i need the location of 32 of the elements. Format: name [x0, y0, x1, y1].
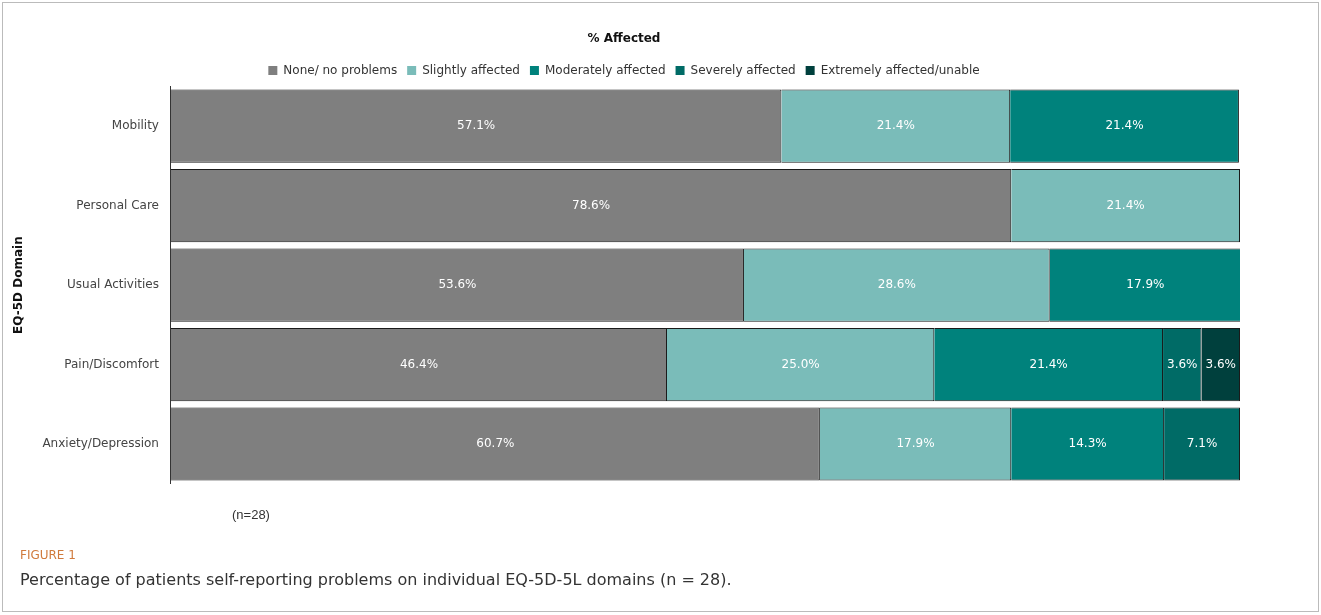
data-label: 3.6% [1205, 356, 1237, 371]
y-tick-label: Usual Activities [67, 277, 159, 292]
data-label: 57.1% [457, 118, 496, 133]
data-label: 60.7% [476, 436, 515, 451]
data-label: 46.4% [399, 356, 439, 371]
data-label: 17.9% [1126, 277, 1165, 292]
data-label: 14.3% [1068, 436, 1107, 451]
legend-label: Severely affected [690, 62, 796, 77]
text: (n=28) [232, 507, 270, 522]
y-tick-label: Anxiety/Depression [42, 436, 159, 451]
data-label: 78.6% [572, 197, 611, 212]
legend-label: None/ no problems [283, 62, 398, 77]
y-tick-label: Mobility [111, 118, 159, 133]
caption: FIGURE 1 [20, 548, 76, 562]
data-label: 53.6% [438, 277, 477, 292]
legend-label: Moderately affected [544, 62, 666, 77]
data-label: 7.1% [1186, 436, 1218, 451]
data-label: 28.6% [877, 277, 916, 292]
legend-label: Slightly affected [422, 62, 520, 77]
y-axis-title: EQ-5D Domain [11, 236, 26, 334]
y-tick-label: Pain/Discomfort [64, 356, 160, 371]
data-label: 25.0% [781, 356, 820, 371]
data-label: 21.4% [1105, 118, 1144, 133]
text: Percentage of patients self-reporting problems on individual EQ-5D-5L domains (n = 28). [20, 570, 732, 589]
data-label: 21.4% [876, 118, 915, 133]
data-label: 21.4% [1029, 356, 1068, 371]
data-label: 17.9% [896, 436, 935, 451]
y-tick-label: Personal Care [76, 197, 159, 212]
legend-label: Extremely affected/unable [820, 62, 980, 77]
data-label: 21.4% [1106, 197, 1145, 212]
chart-title: % Affected [587, 31, 661, 46]
data-label: 3.6% [1167, 356, 1198, 371]
